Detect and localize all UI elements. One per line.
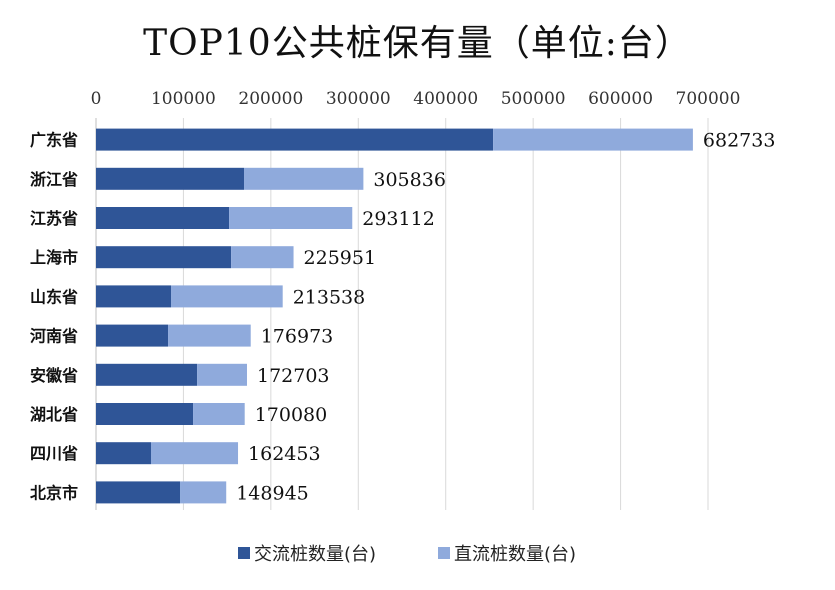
bar-dc xyxy=(171,285,283,308)
category-label: 河南省 xyxy=(30,327,78,346)
total-label: 148945 xyxy=(236,482,309,504)
total-label: 225951 xyxy=(304,247,377,269)
bar-ac xyxy=(96,246,232,269)
total-label: 305836 xyxy=(373,169,446,191)
category-label: 上海市 xyxy=(30,248,78,267)
x-tick-label: 200000 xyxy=(238,89,303,109)
bar-ac xyxy=(96,324,169,347)
category-label: 江苏省 xyxy=(30,209,78,228)
bar-ac xyxy=(96,207,230,229)
legend-swatch xyxy=(438,547,450,559)
legend-label: 直流桩数量(台) xyxy=(454,544,576,565)
x-tick-label: 700000 xyxy=(676,89,741,109)
bar-dc xyxy=(180,481,227,504)
bar-ac xyxy=(96,167,245,190)
total-label: 682733 xyxy=(703,130,776,152)
bar-dc xyxy=(231,246,294,269)
category-label: 山东省 xyxy=(30,287,78,306)
legend-swatch xyxy=(238,547,250,559)
total-label: 162453 xyxy=(248,443,321,465)
category-label: 浙江省 xyxy=(30,170,78,189)
legend-label: 交流桩数量(台) xyxy=(254,544,376,565)
bar-dc xyxy=(193,403,245,425)
x-tick-label: 300000 xyxy=(326,89,391,109)
bar-dc xyxy=(197,363,247,386)
category-label: 安徽省 xyxy=(30,366,78,385)
bar-dc xyxy=(229,207,353,229)
category-label: 四川省 xyxy=(30,444,78,463)
bar-ac xyxy=(96,285,172,308)
bar-ac xyxy=(96,481,181,504)
chart-title: TOP10公共桩保有量（单位:台） xyxy=(143,23,692,64)
bar-dc xyxy=(493,128,693,151)
category-label: 广东省 xyxy=(30,131,78,150)
x-tick-label: 400000 xyxy=(413,89,478,109)
total-label: 172703 xyxy=(257,365,330,387)
category-label: 湖北省 xyxy=(30,405,78,424)
bar-ac xyxy=(96,442,151,465)
bar-dc xyxy=(150,442,239,465)
category-label: 北京市 xyxy=(30,483,78,502)
bar-ac xyxy=(96,128,494,151)
x-tick-label: 600000 xyxy=(588,89,653,109)
total-label: 213538 xyxy=(293,286,366,308)
total-label: 293112 xyxy=(362,208,435,230)
x-tick-label: 100000 xyxy=(151,89,216,109)
total-label: 176973 xyxy=(261,326,334,348)
bar-ac xyxy=(96,403,194,425)
bar-dc xyxy=(168,324,251,347)
bar-dc xyxy=(244,167,364,190)
bar-ac xyxy=(96,363,198,386)
x-tick-label: 500000 xyxy=(501,89,566,109)
total-label: 170080 xyxy=(255,404,328,426)
x-tick-label: 0 xyxy=(91,89,102,109)
